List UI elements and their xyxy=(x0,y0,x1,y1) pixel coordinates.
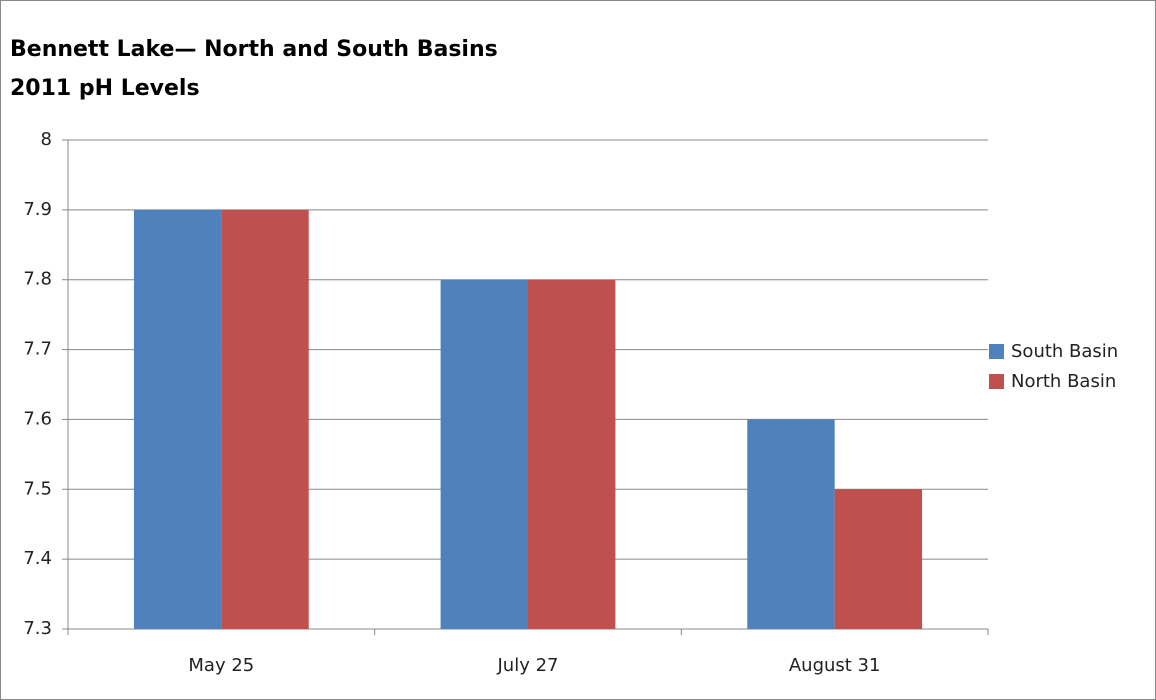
legend-swatch xyxy=(989,344,1004,359)
bar xyxy=(221,209,309,629)
y-tick-label: 7.9 xyxy=(23,199,52,220)
y-tick-label: 7.5 xyxy=(23,478,52,499)
chart-title: Bennett Lake— North and South Basins xyxy=(10,37,498,62)
y-tick-label: 7.7 xyxy=(23,339,52,360)
y-tick-label: 7.6 xyxy=(23,408,52,429)
legend-label: South Basin xyxy=(1011,341,1118,362)
x-tick-label: August 31 xyxy=(789,655,881,676)
chart-subtitle: 2011 pH Levels xyxy=(10,76,200,101)
x-tick-label: July 27 xyxy=(497,655,559,676)
y-tick-label: 7.4 xyxy=(23,548,52,569)
y-tick-label: 8 xyxy=(41,129,52,150)
bar xyxy=(834,489,923,629)
bar xyxy=(528,279,616,629)
x-tick-label: May 25 xyxy=(188,655,254,676)
legend-swatch xyxy=(989,374,1004,389)
bar xyxy=(440,279,528,629)
bar xyxy=(133,209,222,629)
y-tick-label: 7.3 xyxy=(23,618,52,639)
legend-label: North Basin xyxy=(1011,371,1116,392)
bar xyxy=(747,419,835,629)
y-tick-label: 7.8 xyxy=(23,269,52,290)
